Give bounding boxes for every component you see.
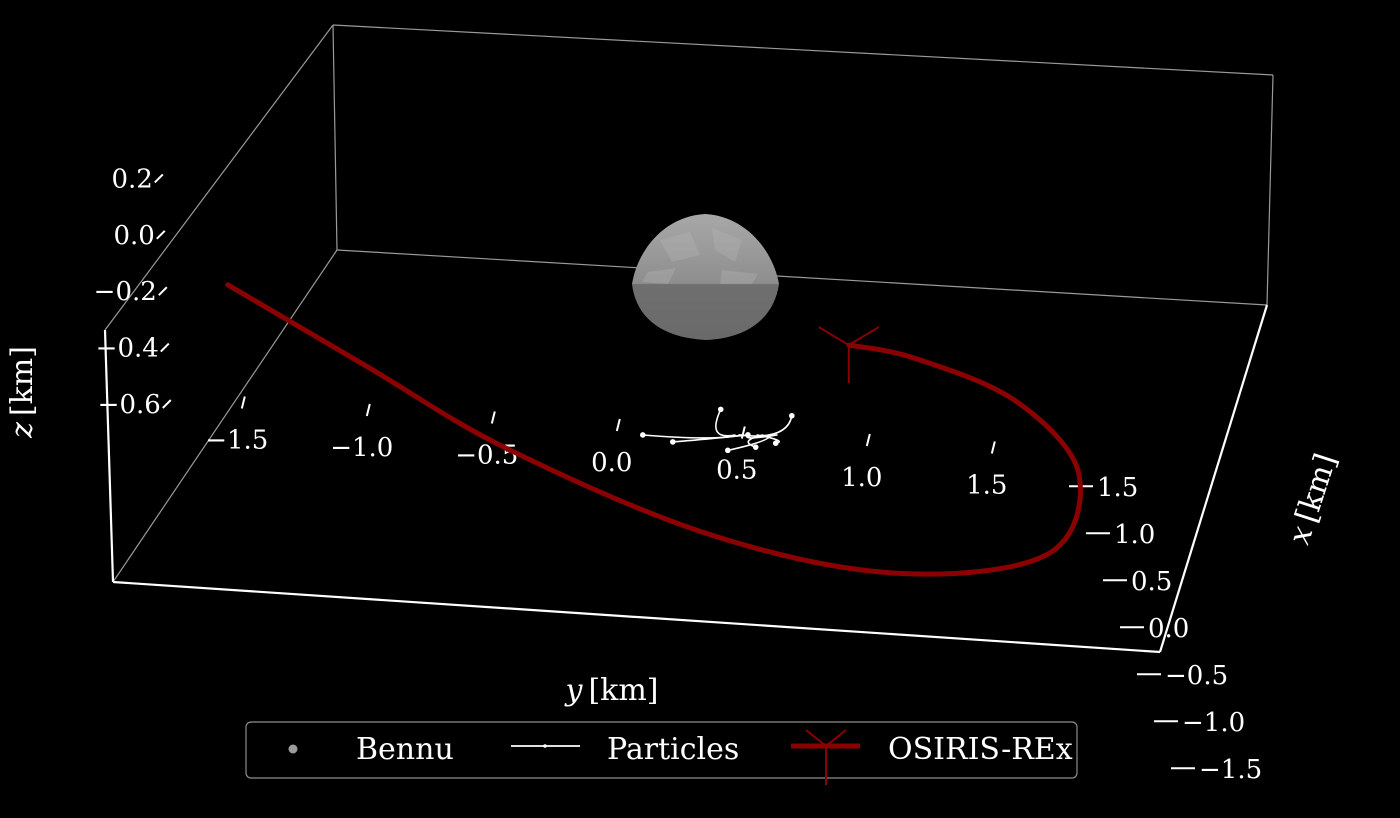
box-back-floor-edge [336, 249, 1268, 306]
y-tick [490, 411, 496, 424]
y-tick [615, 418, 621, 432]
legend-particles-label: Particles [607, 732, 739, 767]
box-back-top-edge [332, 24, 1274, 76]
x-tick-label: 0.5 [1131, 567, 1172, 597]
y-tick-label: 1.5 [966, 471, 1007, 501]
particle-trajectory [738, 415, 793, 437]
bennu-asteroid [632, 214, 779, 340]
z-tick-label: 0.0 [113, 221, 154, 251]
z-tick-label: −0.6 [98, 390, 161, 420]
y-tick [990, 441, 996, 454]
legend-bennu-swatch [288, 744, 298, 754]
z-tick [160, 342, 170, 353]
y-tick [865, 433, 871, 447]
x-tick-label: −1.0 [1182, 708, 1245, 738]
z-tick-label: −0.2 [94, 277, 157, 307]
particle-endpoint [717, 406, 724, 413]
legend-bennu-label: Bennu [356, 732, 454, 767]
particle-endpoint [772, 440, 779, 447]
y-tick-label: −0.5 [455, 441, 518, 471]
x-tick-label: 0.0 [1148, 614, 1189, 644]
bennu-facet-shading [642, 228, 758, 284]
particle-endpoint [752, 444, 759, 450]
particle-endpoint [725, 447, 731, 454]
y-tick-label: 1.0 [841, 463, 882, 493]
bennu-body [632, 214, 779, 340]
z-axis-line [103, 329, 115, 583]
particle-endpoint [789, 412, 795, 419]
particle-trajectories [640, 406, 795, 454]
particle-trajectory [672, 434, 750, 443]
y-tick [365, 403, 371, 417]
box-back-vertical-edge [332, 24, 338, 251]
x-tick-label: 1.0 [1114, 520, 1155, 550]
legend: Bennu Particles OSIRIS-REx [245, 721, 1078, 785]
z-tick [158, 286, 168, 296]
y-tick-label: −1.5 [205, 426, 268, 456]
x-tick-label: −0.5 [1165, 661, 1228, 691]
x-axis-label: x[km] [1282, 449, 1344, 548]
z-tick-label: 0.2 [111, 164, 152, 194]
y-tick-label: 0.5 [716, 456, 757, 486]
box-left-top-edge [104, 24, 334, 331]
x-axis-ticks: −1.5 −1.0 −0.5 0.0 0.5 1.0 1.5 [1069, 473, 1262, 785]
y-tick-label: −1.0 [330, 433, 393, 463]
legend-frame [245, 721, 1078, 779]
z-tick-label: −0.4 [96, 334, 159, 364]
y-tick [240, 396, 246, 409]
osiris-rex-orbit [225, 282, 1083, 577]
particle-endpoint [640, 432, 646, 438]
y-axis-label: y [km] [564, 673, 659, 708]
y-tick [740, 426, 746, 439]
osiris-rex-marker-arm [818, 326, 850, 346]
particle-endpoint [670, 439, 676, 445]
osiris-rex-marker [818, 326, 880, 384]
box-left-floor-edge [112, 249, 338, 583]
y-axis-ticks: −1.5 −1.0 −0.5 0.0 0.5 1.0 1.5 [205, 396, 1007, 501]
y-tick-label: 0.0 [591, 448, 632, 478]
x-tick-label: 1.5 [1097, 473, 1138, 503]
osiris-rex-marker-arm [848, 326, 880, 346]
z-tick [156, 230, 166, 240]
z-tick [162, 399, 172, 409]
legend-particles-dot [543, 744, 547, 748]
x-tick-label: −1.5 [1199, 755, 1262, 785]
y-axis-line [112, 580, 1161, 654]
particle-trajectory [715, 409, 736, 437]
legend-osiris-rex-marker [805, 729, 847, 785]
axes-box [104, 24, 1274, 583]
x-axis-line [1158, 304, 1269, 653]
axis-lines [103, 304, 1269, 654]
z-tick [154, 173, 164, 184]
z-axis-label: z[km] [5, 346, 40, 439]
legend-osiris-rex-label: OSIRIS-REx [888, 732, 1073, 767]
box-right-top-edge [1266, 74, 1274, 306]
z-axis-ticks: −0.6 −0.4 −0.2 0.0 0.2 [94, 164, 172, 420]
